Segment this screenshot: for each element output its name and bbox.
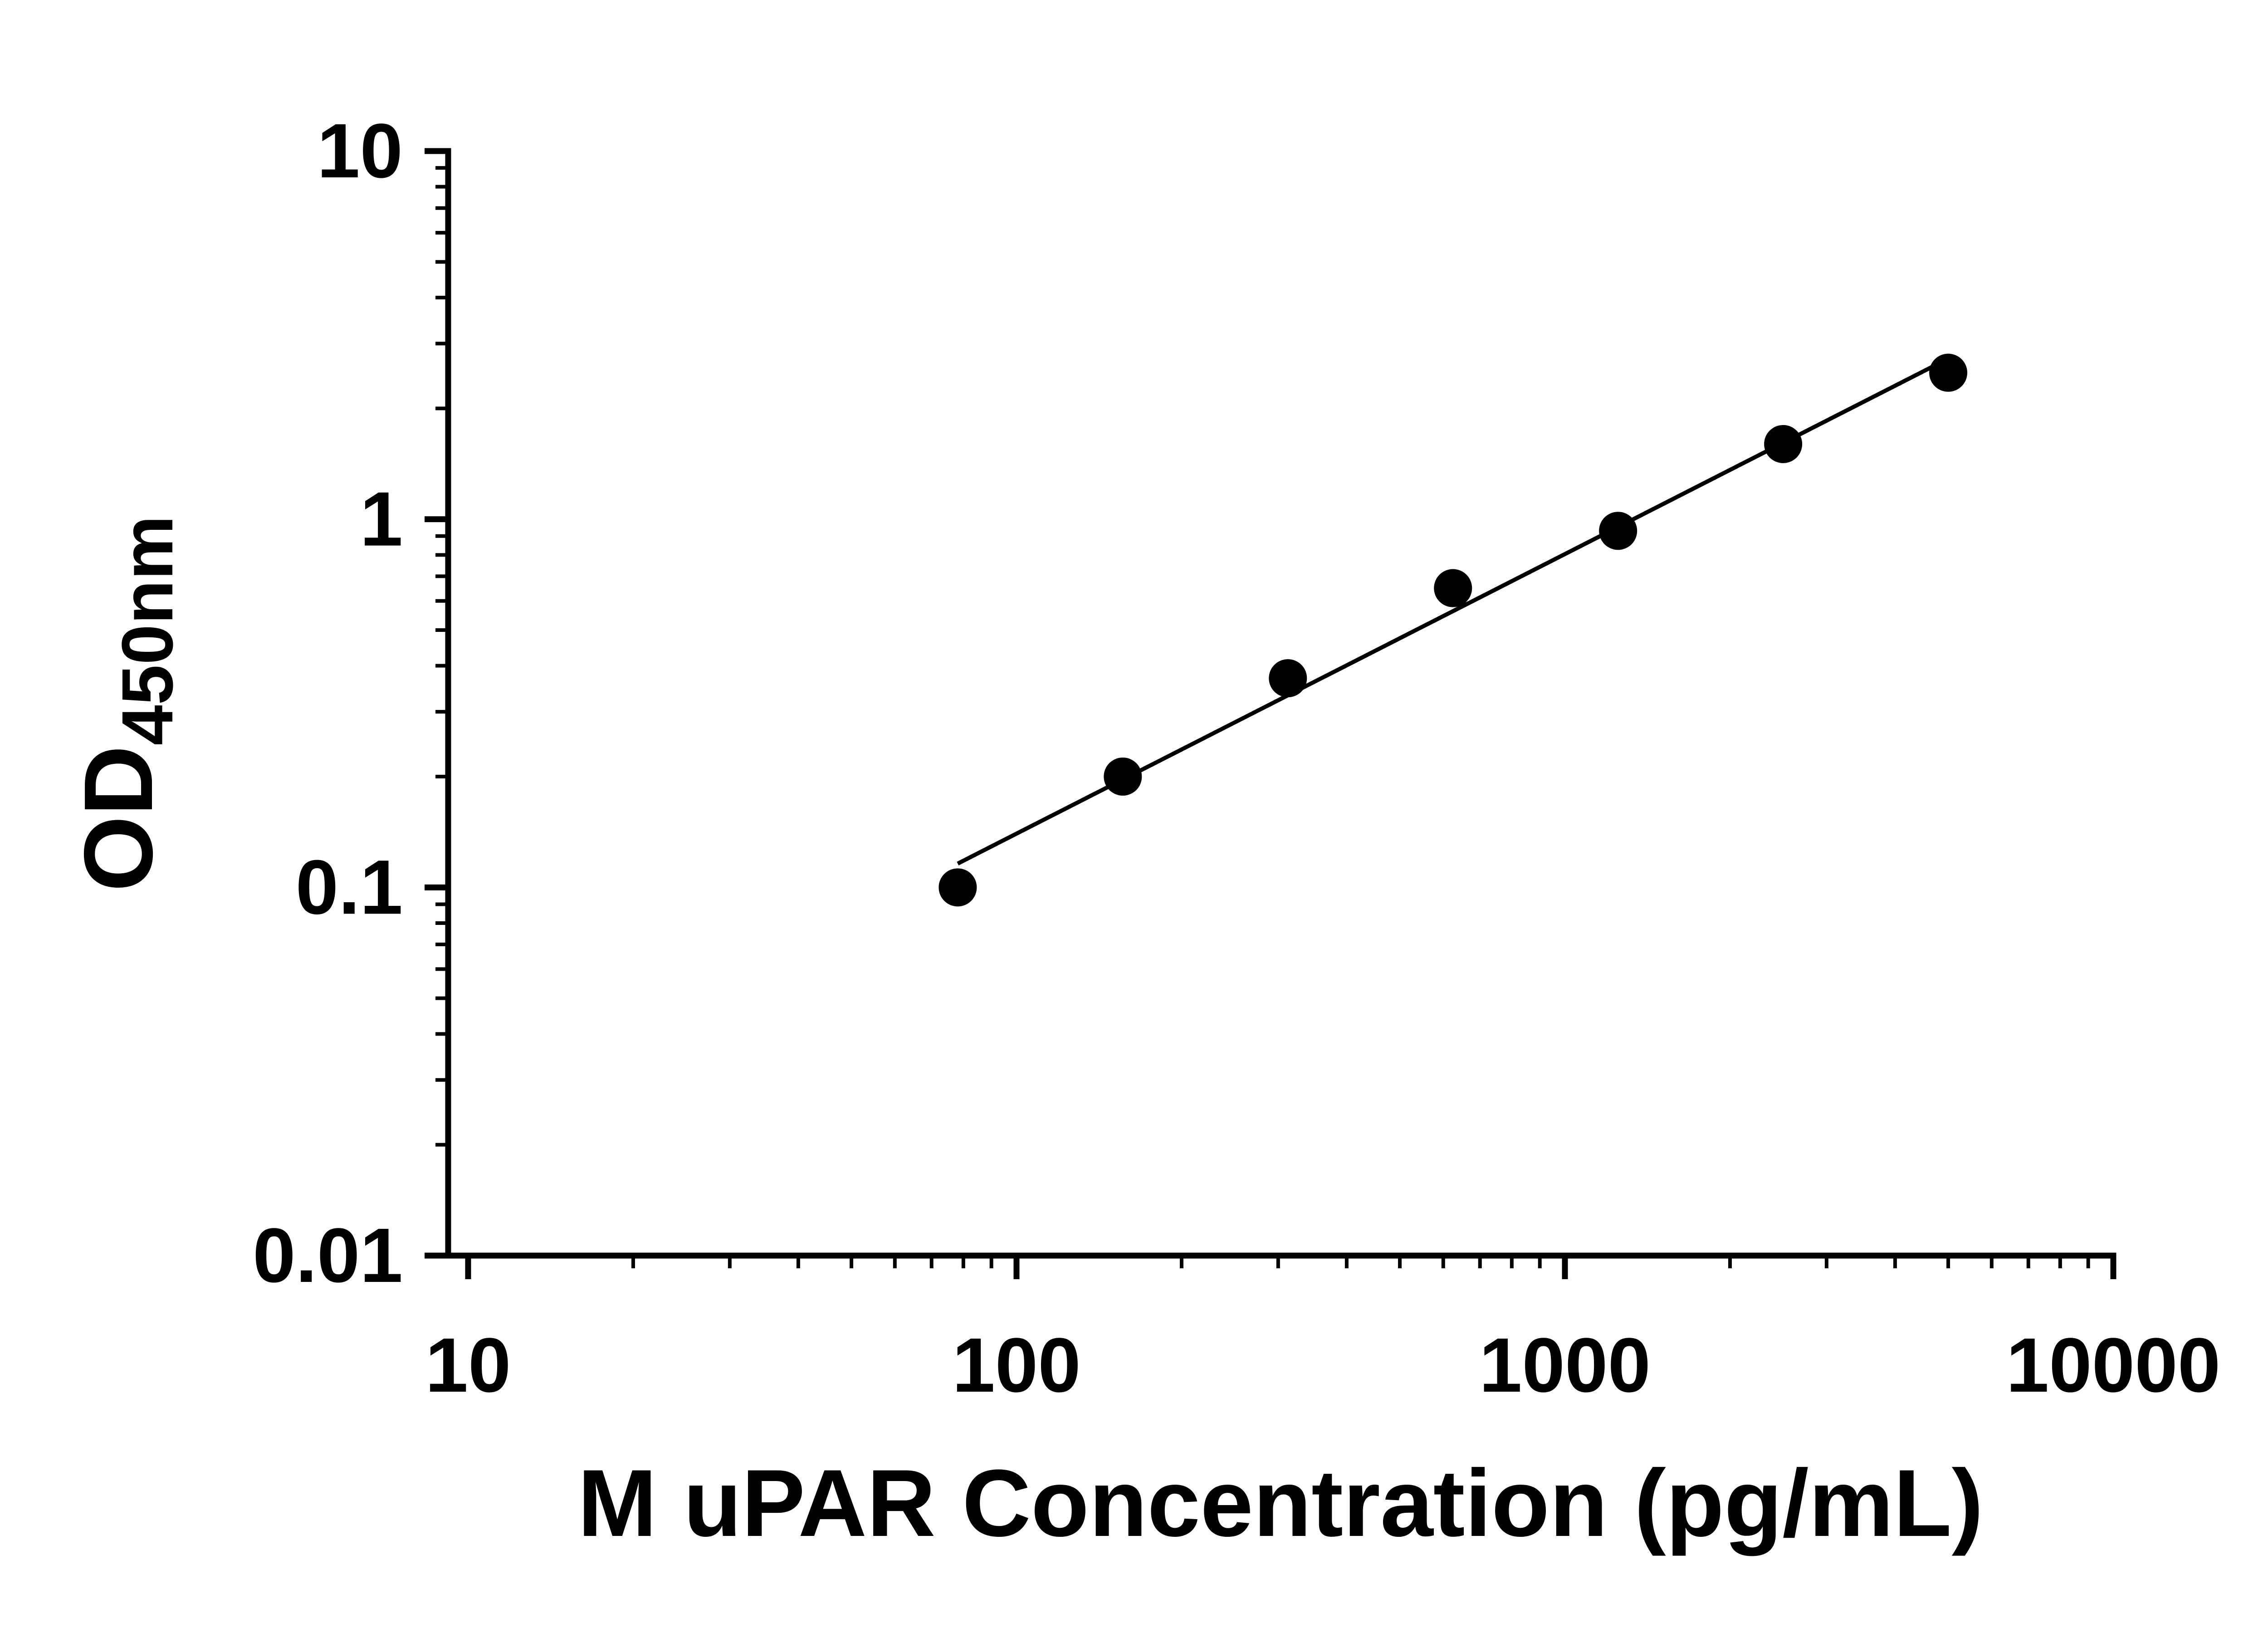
y-axis-title-subscript: 450nm (107, 515, 188, 745)
data-point (938, 868, 977, 907)
x-tick-label: 10000 (2006, 1322, 2221, 1408)
y-axis-title: OD450nm (64, 515, 188, 891)
y-tick-label: 0.1 (296, 844, 403, 930)
x-tick-label: 10 (425, 1322, 511, 1408)
data-point (1929, 353, 1968, 392)
y-tick-label: 10 (317, 108, 403, 194)
x-tick-label: 1000 (1479, 1322, 1651, 1408)
axis-spine (445, 148, 2116, 1259)
x-tick-label: 100 (952, 1322, 1081, 1408)
trend-line (957, 357, 1950, 865)
plot-area: 10 100 1000 10000 10 1 0.1 0.01 (253, 108, 2220, 1408)
x-axis-title: M uPAR Concentration (pg/mL) (577, 1450, 1983, 1556)
y-axis-title-main: OD (64, 745, 173, 892)
data-point (1764, 425, 1803, 463)
data-point (1434, 569, 1472, 607)
y-tick-label: 1 (360, 476, 403, 562)
data-point (1104, 757, 1142, 796)
y-tick-label: 0.01 (253, 1213, 403, 1299)
data-point (1269, 659, 1307, 698)
data-point (1599, 512, 1637, 550)
